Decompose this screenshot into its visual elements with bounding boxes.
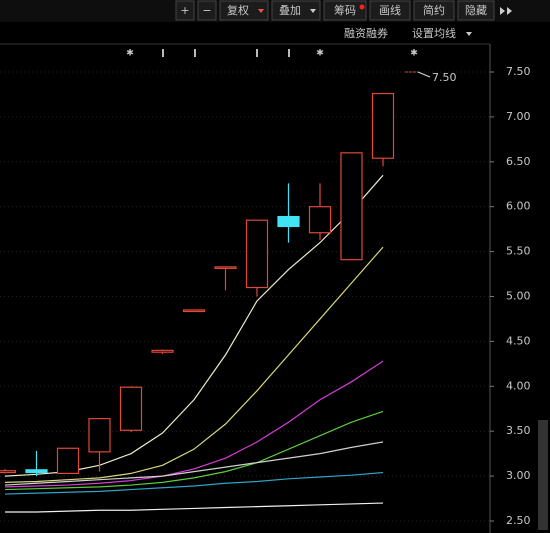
y-tick-label: 3.50 — [506, 424, 531, 437]
toolbar-button[interactable] — [457, 0, 495, 21]
toolbar-button-label[interactable]: 复权 — [227, 3, 249, 17]
candle-body — [151, 349, 174, 353]
event-markers: ✱ ✱ ✱ — [126, 49, 418, 59]
y-tick-label: 5.50 — [506, 245, 531, 258]
candle-body — [25, 469, 48, 474]
plot-area — [0, 71, 490, 522]
moving-average — [4, 360, 384, 488]
toolbar-button-label[interactable]: 隐藏 — [465, 4, 487, 17]
candle-body — [182, 309, 206, 313]
candle-body — [308, 206, 332, 234]
candle-body — [119, 386, 143, 431]
toolbar-button[interactable] — [369, 0, 411, 21]
y-tick-label: 7.00 — [506, 110, 531, 123]
y-tick-label: 7.50 — [506, 65, 531, 78]
toolbar-button-label[interactable]: 简约 — [423, 3, 445, 17]
menu-item[interactable]: 设置均线 — [412, 26, 456, 40]
y-tick-label: 2.50 — [506, 514, 531, 527]
y-tick-label: 6.50 — [506, 155, 531, 168]
candle-body — [214, 266, 237, 269]
toolbar-button[interactable] — [175, 0, 195, 21]
candle-body — [0, 470, 17, 474]
toolbar-button-label[interactable]: 筹码 — [334, 3, 356, 17]
toolbar-button[interactable] — [197, 0, 217, 21]
toolbar-button-label[interactable]: 叠加 — [279, 4, 301, 17]
toolbar-button[interactable] — [323, 0, 367, 21]
moving-average — [4, 441, 384, 486]
marker — [194, 49, 196, 57]
dropdown-arrow — [310, 9, 316, 13]
y-tick-label: 4.00 — [506, 379, 531, 392]
toolbar-button[interactable] — [271, 0, 321, 21]
candle-body — [277, 215, 300, 228]
marker — [162, 49, 164, 57]
y-tick-label: 5.00 — [506, 290, 531, 303]
toolbar-button[interactable] — [219, 0, 269, 21]
y-tick-label: 3.00 — [506, 469, 531, 482]
menu-item[interactable]: 融资融券 — [344, 26, 388, 40]
marker: ✱ — [410, 49, 418, 59]
moving-average — [5, 502, 384, 513]
marker — [288, 49, 290, 57]
candle-body — [56, 447, 80, 475]
marker — [256, 49, 258, 57]
scrollbar[interactable] — [538, 420, 548, 530]
toolbar-button-label[interactable]: 画线 — [379, 3, 401, 17]
candle-body — [88, 418, 111, 453]
candle-body — [371, 92, 395, 159]
toolbar-button-label[interactable]: − — [202, 4, 211, 17]
badge — [359, 4, 365, 10]
y-tick-label: 4.50 — [506, 334, 531, 347]
annotation-line — [417, 71, 431, 78]
toolbar-button-label[interactable]: + — [180, 4, 189, 17]
annotation: 7.50 — [432, 71, 457, 84]
expand-arrow[interactable] — [500, 7, 512, 15]
dropdown-arrow — [466, 32, 472, 36]
toolbar-button[interactable] — [413, 0, 455, 21]
moving-average — [4, 471, 384, 495]
dropdown-arrow — [258, 9, 264, 13]
candle-body — [340, 152, 363, 261]
marker: ✱ — [126, 49, 134, 59]
moving-average — [4, 410, 384, 491]
marker: ✱ — [316, 49, 324, 59]
y-tick-label: 6.00 — [506, 200, 531, 213]
moving-average — [4, 246, 384, 483]
candle-body — [245, 219, 269, 289]
